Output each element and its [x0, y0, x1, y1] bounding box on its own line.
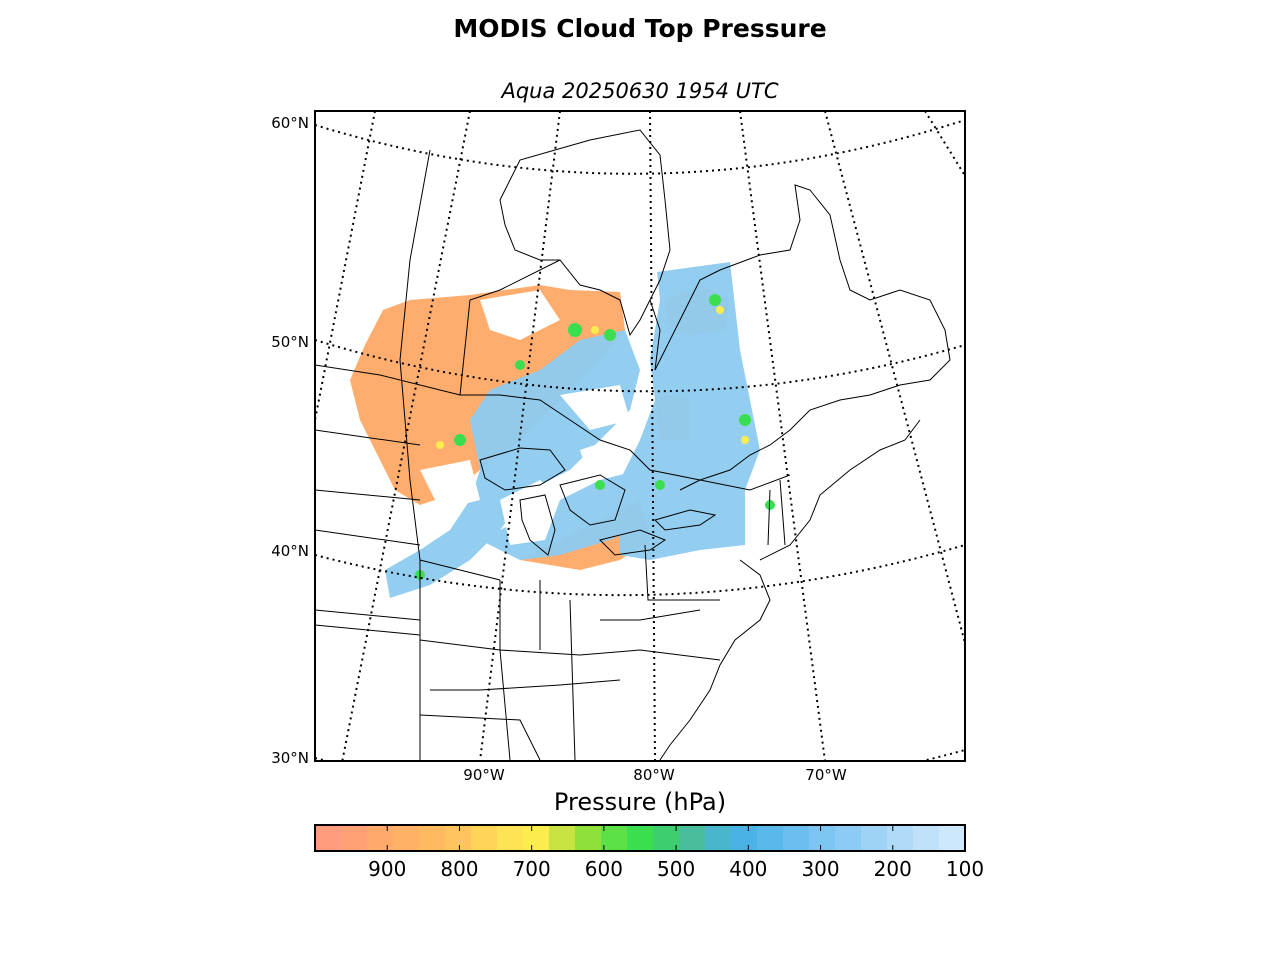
colorbar-cell: [497, 825, 524, 851]
colorbar-cell: [471, 825, 498, 851]
colorbar-cell: [731, 825, 758, 851]
colorbar-cell: [341, 825, 368, 851]
colorbar-cell: [913, 825, 940, 851]
colorbar-cell: [523, 825, 550, 851]
cloud-swath-gaps: [420, 290, 630, 545]
colorbar-cell: [939, 825, 966, 851]
colorbar-tick-label: 600: [585, 857, 623, 881]
cloud-swath-yellow: [436, 306, 749, 449]
colorbar-cell: [809, 825, 836, 851]
colorbar-cell: [601, 825, 628, 851]
colorbar-frame: [314, 824, 966, 852]
cloud-swath-mid: [415, 294, 775, 580]
lat-labels: 60°N 50°N 40°N 30°N: [271, 114, 309, 767]
lon-label-80w: 80°W: [633, 766, 675, 784]
colorbar-cell: [705, 825, 732, 851]
colorbar-cell: [783, 825, 810, 851]
colorbar-tick-label: 900: [368, 857, 406, 881]
colorbar-cell: [315, 825, 342, 851]
colorbar-cell: [835, 825, 862, 851]
lat-label-50: 50°N: [271, 333, 309, 351]
colorbar-cell: [549, 825, 576, 851]
coastlines: [315, 129, 951, 761]
lon-label-70w: 70°W: [805, 766, 847, 784]
colorbar-tick-label: 800: [440, 857, 478, 881]
lat-label-30: 30°N: [271, 749, 309, 767]
colorbar-cell: [887, 825, 914, 851]
lon-label-90w: 90°W: [463, 766, 505, 784]
map-frame: [314, 110, 966, 762]
colorbar-cell: [575, 825, 602, 851]
colorbar-title: Pressure (hPa): [554, 788, 726, 816]
colorbar-cell: [445, 825, 472, 851]
colorbar-tick-label: 300: [801, 857, 839, 881]
lat-label-60: 60°N: [271, 114, 309, 132]
colorbar-ticks: 900 800 700 600 500 400 300 200 100: [368, 825, 984, 881]
colorbar-tick-label: 400: [729, 857, 767, 881]
colorbar-cell: [627, 825, 654, 851]
colorbar-cell: [861, 825, 888, 851]
colorbar-cell: [757, 825, 784, 851]
colorbar-cell: [653, 825, 680, 851]
colorbar-cell: [679, 825, 706, 851]
colorbar-cell: [393, 825, 420, 851]
colorbar-tick-label: 500: [657, 857, 695, 881]
graticule: [315, 111, 965, 761]
colorbar-cell: [419, 825, 446, 851]
map-area: [315, 111, 965, 761]
colorbar-cell: [367, 825, 394, 851]
colorbar-tick-label: 100: [946, 857, 984, 881]
colorbar: [315, 825, 966, 851]
plot-subtitle: Aqua 20250630 1954 UTC: [501, 79, 779, 103]
colorbar-tick-label: 700: [513, 857, 551, 881]
colorbar-tick-label: 200: [874, 857, 912, 881]
plot-title: MODIS Cloud Top Pressure: [453, 14, 827, 43]
lon-labels: 90°W 80°W 70°W: [463, 766, 847, 784]
lat-label-40: 40°N: [271, 542, 309, 560]
